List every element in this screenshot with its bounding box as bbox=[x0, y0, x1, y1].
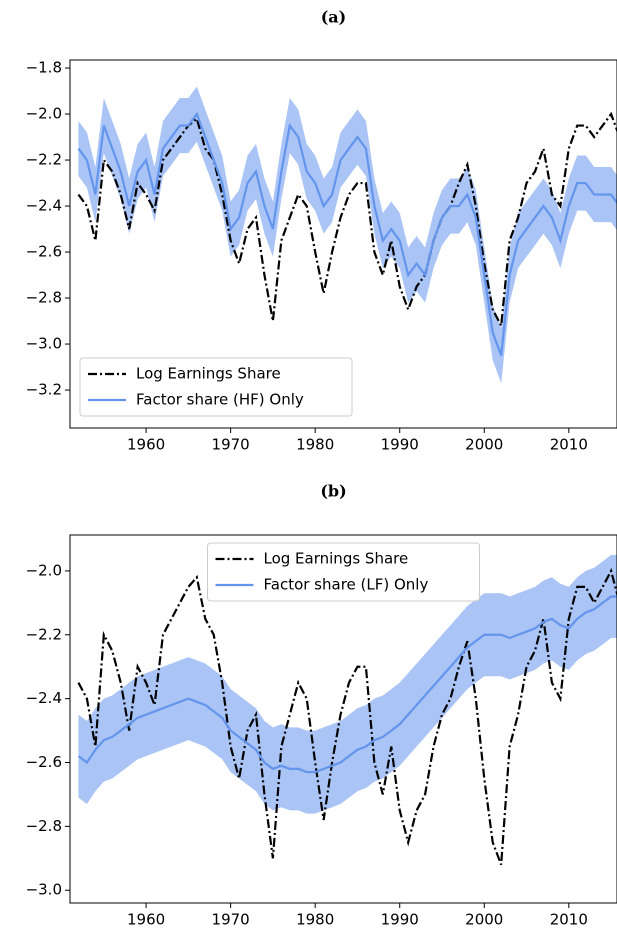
legend: Log Earnings Share Factor share (HF) Only bbox=[79, 357, 353, 417]
y-tick-label: −2.8 bbox=[26, 817, 62, 835]
x-tick-label: 2000 bbox=[465, 911, 503, 929]
x-tick-label: 2010 bbox=[550, 911, 588, 929]
legend-label: Factor share (LF) Only bbox=[264, 576, 429, 594]
y-tick-label: −2.2 bbox=[26, 151, 62, 169]
y-tick-label: −2.0 bbox=[26, 105, 62, 123]
panel: (b) −2.0 −2.2 −2.4 −2.6 −2.8 −3.0 1960 1970 1980 1… bbox=[26, 482, 617, 929]
x-tick-label: 1960 bbox=[127, 911, 165, 929]
legend: Log Earnings Share Factor share (LF) Only bbox=[207, 542, 480, 602]
legend-frame bbox=[207, 542, 480, 602]
y-tick-label: −2.4 bbox=[26, 689, 62, 707]
plot-area bbox=[77, 86, 617, 384]
x-tick-label: 1970 bbox=[212, 436, 250, 454]
x-tick-label: 1980 bbox=[296, 911, 334, 929]
y-tick-label: −3.0 bbox=[26, 881, 62, 899]
y-tick-label: −3.0 bbox=[26, 335, 62, 353]
y-tick-label: −2.0 bbox=[26, 561, 62, 579]
x-tick-label: 1990 bbox=[381, 436, 419, 454]
y-tick-label: −2.2 bbox=[26, 625, 62, 643]
confidence-band bbox=[78, 86, 617, 384]
y-tick-label: −1.8 bbox=[26, 59, 62, 77]
x-tick-label: 1970 bbox=[212, 911, 250, 929]
legend-frame bbox=[79, 357, 353, 417]
panel-title: (b) bbox=[320, 482, 346, 501]
series-line bbox=[77, 111, 617, 356]
panel-title: (a) bbox=[321, 8, 347, 27]
x-tick-label: 1960 bbox=[127, 436, 165, 454]
panel: (a) −1.8 −2.0 −2.2 −2.4 −2.6 −2.8 −3.0 −3.2 1960 1… bbox=[26, 8, 617, 454]
axes-frame bbox=[69, 534, 617, 904]
series-line bbox=[77, 567, 617, 866]
y-tick-label: −2.6 bbox=[26, 753, 62, 771]
confidence-band bbox=[78, 554, 617, 814]
axes-frame bbox=[69, 59, 617, 429]
x-tick-label: 2000 bbox=[465, 436, 503, 454]
series-line bbox=[77, 595, 617, 774]
legend-label: Factor share (HF) Only bbox=[136, 391, 304, 409]
y-tick-label: −2.6 bbox=[26, 243, 62, 261]
y-tick-label: −2.4 bbox=[26, 197, 62, 215]
legend-label: Log Earnings Share bbox=[136, 365, 281, 383]
x-tick-label: 1990 bbox=[381, 911, 419, 929]
legend-label: Log Earnings Share bbox=[264, 550, 409, 568]
y-tick-label: −2.8 bbox=[26, 289, 62, 307]
plot-area bbox=[77, 554, 617, 866]
x-tick-label: 1980 bbox=[296, 436, 334, 454]
x-tick-label: 2010 bbox=[550, 436, 588, 454]
series-line bbox=[77, 111, 617, 330]
y-tick-label: −3.2 bbox=[26, 381, 62, 399]
